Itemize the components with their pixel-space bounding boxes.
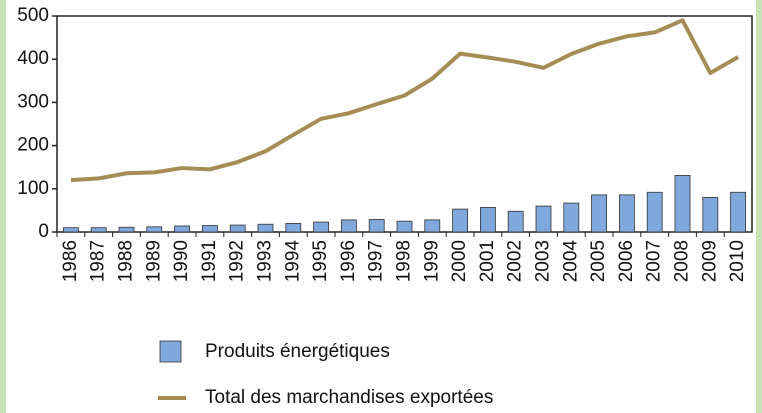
x-tick-label: 1989 xyxy=(143,240,164,282)
x-tick-label: 1997 xyxy=(366,240,387,282)
bar xyxy=(285,222,302,233)
bar xyxy=(424,219,441,233)
x-tick-label: 1993 xyxy=(255,240,276,282)
bar xyxy=(368,219,385,233)
bar xyxy=(730,191,747,233)
x-tick-label: 1988 xyxy=(116,240,137,282)
x-tick-label: 1996 xyxy=(338,240,359,282)
bar xyxy=(396,220,413,233)
x-tick-label: 2001 xyxy=(477,240,498,282)
x-tick-label: 2008 xyxy=(672,240,693,282)
x-tick-label: 1995 xyxy=(310,240,331,282)
x-tick-label: 2003 xyxy=(533,240,554,282)
bar xyxy=(118,226,135,233)
x-tick-label: 1991 xyxy=(199,240,220,282)
y-tick-label: 100 xyxy=(17,178,49,199)
x-tick-label: 1998 xyxy=(394,240,415,282)
bar xyxy=(618,194,635,233)
bar xyxy=(646,191,663,233)
x-tick-label: 1999 xyxy=(421,240,442,282)
x-tick-label: 1994 xyxy=(282,240,303,283)
bar xyxy=(535,205,552,233)
x-tick-label: 1987 xyxy=(88,240,109,282)
bar xyxy=(591,194,608,233)
x-tick-label: 1986 xyxy=(60,240,81,282)
y-tick-label: 200 xyxy=(17,135,49,156)
x-tick-label: 1992 xyxy=(227,240,248,282)
line xyxy=(70,18,740,183)
x-tick-label: 2002 xyxy=(505,240,526,282)
bar xyxy=(174,225,191,233)
y-tick-label: 0 xyxy=(38,221,49,242)
x-tick-label: 2005 xyxy=(588,240,609,282)
x-tick-label: 2009 xyxy=(699,240,720,282)
bar xyxy=(674,175,691,233)
y-tick-label: 300 xyxy=(17,91,49,112)
bar xyxy=(313,221,330,233)
x-tick-label: 2010 xyxy=(727,240,748,282)
x-tick-label: 2006 xyxy=(616,240,637,282)
bar xyxy=(340,219,357,233)
x-tick-label: 1990 xyxy=(171,240,192,282)
y-tick-label: 400 xyxy=(17,48,49,69)
legend-label: Total des marchandises exportées xyxy=(205,387,493,408)
y-tick-label: 500 xyxy=(17,5,49,26)
bar xyxy=(257,223,274,233)
legend-label: Produits énergétiques xyxy=(205,341,390,362)
bar xyxy=(452,208,469,233)
bar xyxy=(62,227,79,233)
bar xyxy=(702,197,719,233)
bar xyxy=(146,226,163,233)
bar xyxy=(229,224,246,233)
bar xyxy=(563,202,580,233)
legend-swatch xyxy=(159,340,182,363)
bar xyxy=(507,210,524,233)
bar xyxy=(90,227,107,233)
x-tick-label: 2007 xyxy=(644,240,665,282)
bar xyxy=(201,225,218,233)
plot-area xyxy=(56,15,753,233)
x-tick-label: 2004 xyxy=(560,240,581,283)
bar xyxy=(479,206,496,233)
x-tick-label: 2000 xyxy=(449,240,470,282)
